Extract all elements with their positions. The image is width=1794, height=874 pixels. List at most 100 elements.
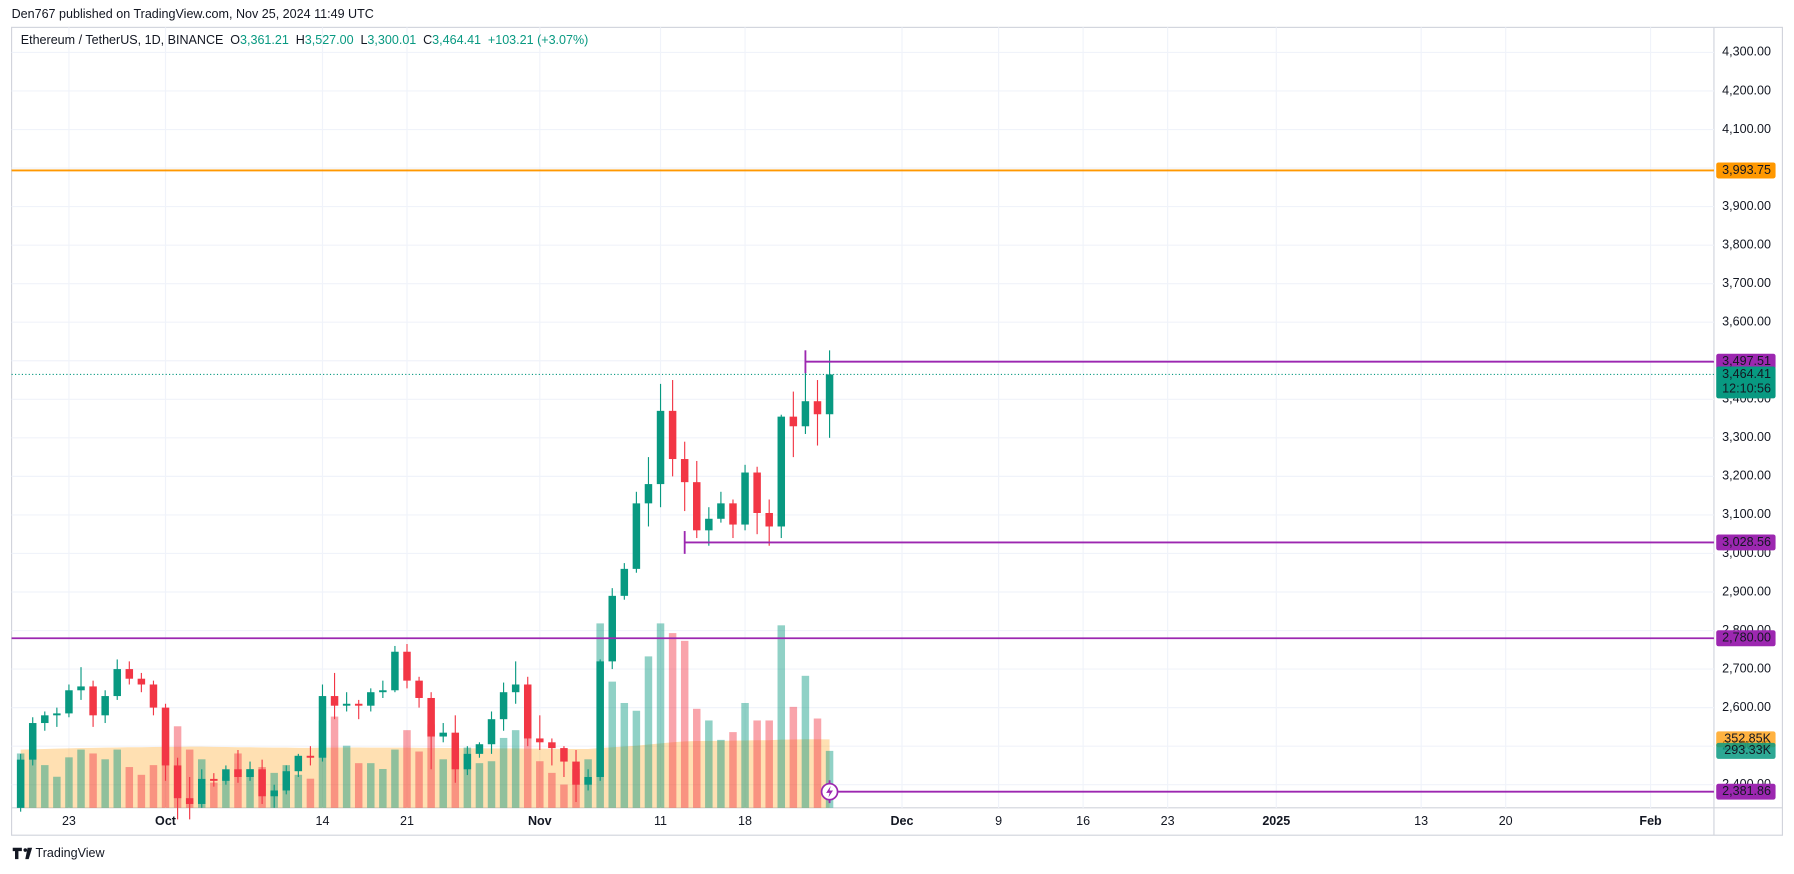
y-tick-label: 2,600.00 bbox=[1722, 700, 1771, 714]
candle-body bbox=[246, 769, 254, 777]
brand-logo bbox=[12, 847, 33, 860]
candle-body bbox=[813, 401, 822, 415]
volume-bar bbox=[41, 765, 49, 808]
volume-bar bbox=[789, 706, 798, 808]
candle-body bbox=[282, 771, 291, 791]
volume-bar bbox=[101, 759, 109, 808]
candle-body bbox=[270, 790, 278, 797]
candle-body bbox=[89, 686, 97, 716]
x-tick-label: 18 bbox=[738, 814, 752, 828]
legend-key: L bbox=[360, 33, 367, 47]
x-tick-label: 11 bbox=[654, 814, 667, 828]
volume-bar bbox=[608, 681, 616, 808]
candle-body bbox=[729, 503, 737, 525]
legend-value: 3,527.00 bbox=[305, 33, 354, 47]
volume-bar bbox=[548, 772, 556, 808]
volume-bar bbox=[523, 732, 532, 808]
volume-bar bbox=[246, 768, 254, 808]
candle-body bbox=[258, 769, 266, 797]
volume-bar bbox=[354, 763, 363, 808]
candle-body bbox=[765, 512, 773, 527]
level-label: 2,381.86 bbox=[1722, 784, 1771, 798]
last-price-bg bbox=[1716, 366, 1776, 399]
countdown: 12:10:56 bbox=[1722, 382, 1771, 396]
volume-bar bbox=[560, 784, 568, 808]
candle-body bbox=[499, 692, 508, 720]
x-tick-label: 20 bbox=[1499, 814, 1513, 828]
y-tick-label: 3,800.00 bbox=[1722, 237, 1771, 251]
candle-body bbox=[415, 680, 423, 698]
volume-bar bbox=[379, 768, 387, 808]
volume-bar bbox=[367, 763, 375, 808]
volume-bar bbox=[391, 749, 399, 808]
candle-body bbox=[198, 778, 206, 804]
volume-bar bbox=[765, 720, 773, 808]
level-label: 3,497.51 bbox=[1722, 354, 1771, 368]
level-label: 3,028.56 bbox=[1722, 535, 1771, 549]
candle-body bbox=[113, 669, 121, 697]
y-tick-label: 3,900.00 bbox=[1722, 199, 1771, 213]
volume-bar bbox=[644, 656, 653, 808]
candle-body bbox=[680, 459, 689, 483]
volume-bar bbox=[415, 751, 423, 808]
legend-key: O bbox=[230, 33, 240, 47]
y-tick-label: 3,100.00 bbox=[1722, 507, 1771, 521]
y-tick-label: 3,600.00 bbox=[1722, 315, 1771, 329]
volume-bar bbox=[668, 633, 677, 808]
volume-bar bbox=[656, 623, 665, 808]
volume-bar bbox=[222, 776, 230, 808]
level-label-bg bbox=[1716, 162, 1776, 179]
candle-body bbox=[41, 715, 49, 724]
candle-body bbox=[318, 696, 327, 758]
candle-body bbox=[705, 518, 713, 531]
candle-body bbox=[475, 744, 484, 754]
volume-ma-area bbox=[20, 739, 830, 808]
candle-body bbox=[608, 595, 616, 662]
header: Den767 published on TradingView.com, Nov… bbox=[12, 7, 374, 21]
volume-bar bbox=[77, 749, 85, 808]
volume-bar bbox=[65, 757, 73, 808]
candle-body bbox=[451, 732, 460, 770]
legend-value: 3,464.41 bbox=[432, 33, 481, 47]
volume-bar bbox=[693, 708, 701, 808]
level-label-bg bbox=[1716, 534, 1776, 551]
x-tick-label: Feb bbox=[1639, 814, 1662, 828]
candle-body bbox=[487, 719, 496, 745]
volume-bar bbox=[741, 702, 749, 808]
volume-bar bbox=[705, 720, 713, 808]
candle-body bbox=[463, 753, 472, 770]
candle-body bbox=[53, 713, 61, 716]
legend-value: 3,361.21 bbox=[240, 33, 289, 47]
volume-bar bbox=[825, 750, 834, 808]
level-label-bg bbox=[1716, 353, 1776, 370]
x-tick-label: Nov bbox=[528, 814, 552, 828]
y-tick-label: 4,200.00 bbox=[1722, 83, 1771, 97]
volume-bar bbox=[403, 730, 411, 808]
candle-body bbox=[210, 778, 218, 781]
candle-body bbox=[548, 742, 556, 749]
candle-body bbox=[391, 651, 399, 691]
y-tick-label: 2,700.00 bbox=[1722, 661, 1771, 675]
volume-bar bbox=[330, 716, 339, 808]
alert-icon-bolt bbox=[826, 785, 833, 798]
y-tick-label: 3,700.00 bbox=[1722, 276, 1771, 290]
volume-bar bbox=[306, 778, 315, 808]
volume-bar bbox=[125, 767, 134, 808]
x-tick-label: 23 bbox=[62, 814, 76, 828]
candle-body bbox=[28, 723, 37, 760]
volume-bar bbox=[463, 747, 472, 808]
candle-body bbox=[65, 690, 73, 714]
frame bbox=[11, 26, 1783, 836]
x-tick-label: 14 bbox=[315, 814, 329, 828]
y-tick-label: 4,100.00 bbox=[1722, 122, 1771, 136]
candle-body bbox=[596, 661, 604, 777]
volume-bar bbox=[511, 730, 520, 808]
candle-body bbox=[584, 776, 592, 785]
grid bbox=[11, 27, 1714, 808]
x-tick-label: 2025 bbox=[1262, 814, 1290, 828]
candle-body bbox=[222, 769, 230, 781]
volume-bar bbox=[620, 702, 629, 808]
candle-body bbox=[560, 748, 568, 762]
volume-bar bbox=[487, 761, 496, 808]
